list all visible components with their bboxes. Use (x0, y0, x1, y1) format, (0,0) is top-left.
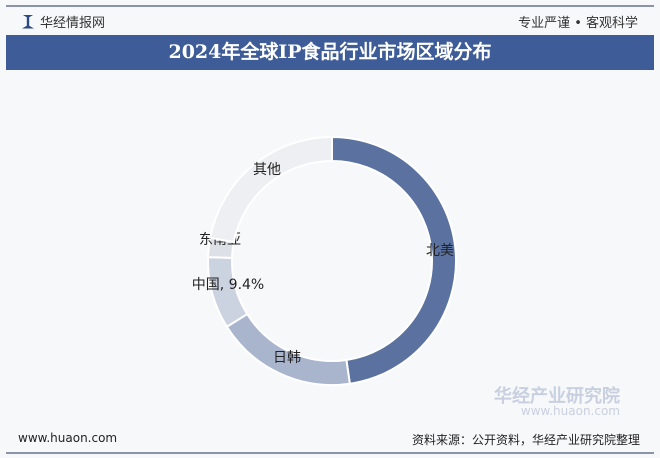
slice-其他 (209, 135, 333, 244)
bottom-rule (6, 452, 654, 454)
footer-source: 资料来源：公开资料，华经产业研究院整理 (411, 433, 640, 447)
top-rule (6, 5, 654, 7)
slice-label: 日韩 (273, 350, 301, 366)
footer-url: www.huaon.com (18, 431, 118, 445)
slice-label: 北美 (426, 243, 454, 259)
slogan: 专业严谨 • 客观科学 (518, 16, 638, 31)
brand: 华经情报网 (22, 12, 105, 31)
slice-北美 (331, 135, 457, 385)
watermark-url: www.huaon.com (520, 404, 620, 418)
slice-label: 中国, 9.4% (192, 277, 264, 293)
chart-title: 2024年全球IP食品行业市场区域分布 (6, 35, 654, 70)
brand-name: 华经情报网 (40, 16, 106, 31)
watermark-name: 华经产业研究院 (494, 386, 620, 407)
slice-label: 其他 (253, 162, 281, 178)
